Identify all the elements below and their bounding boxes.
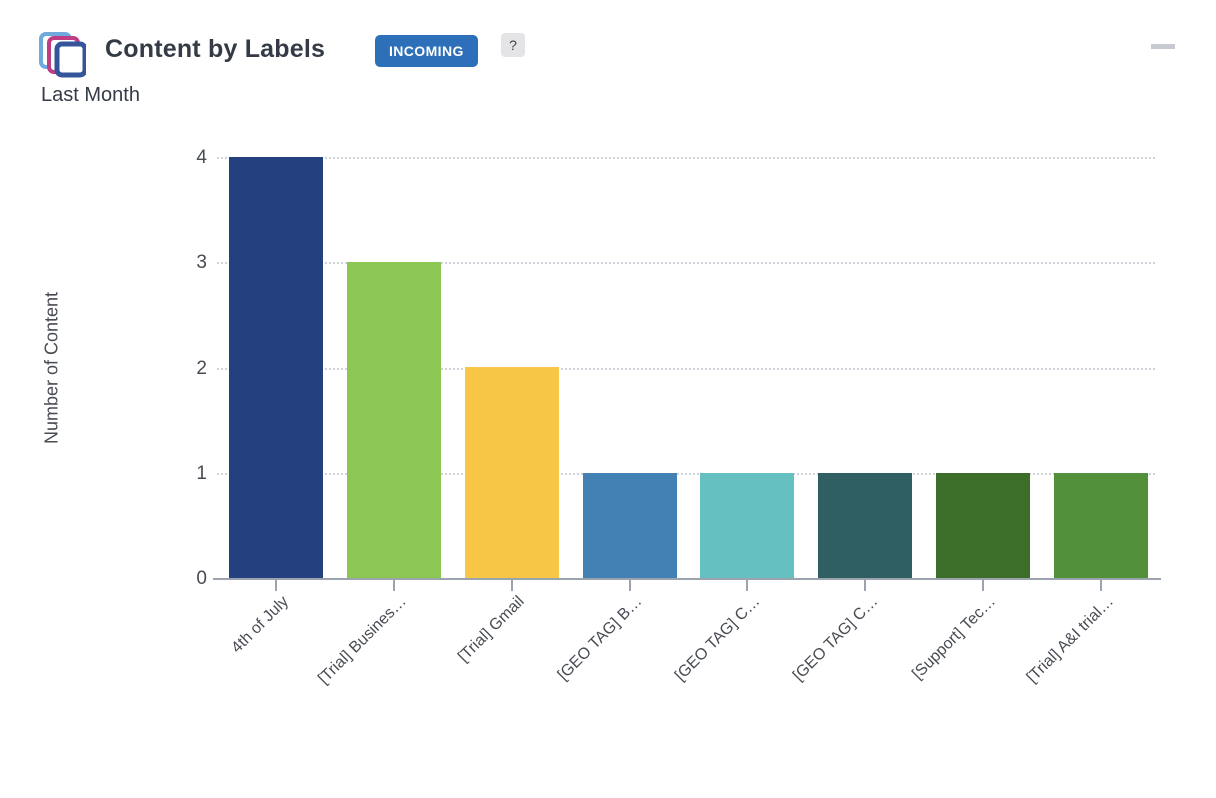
x-axis-label: [Trial] A&I trial… <box>1023 593 1118 687</box>
x-axis-tick <box>393 580 395 591</box>
y-axis-label: 3 <box>196 252 207 274</box>
bar[interactable] <box>936 473 1030 578</box>
x-axis-tick <box>275 580 277 591</box>
x-axis-label: [GEO TAG] B… <box>554 593 646 684</box>
x-axis-line <box>213 578 1161 580</box>
page-title: Content by Labels <box>105 35 326 63</box>
x-axis-tick <box>629 580 631 591</box>
bar[interactable] <box>229 157 323 578</box>
x-axis-tick <box>1100 580 1102 591</box>
x-axis-tick <box>511 580 513 591</box>
bar[interactable] <box>818 473 912 578</box>
x-axis-label: [GEO TAG] C… <box>672 593 764 685</box>
bar[interactable] <box>583 473 677 578</box>
x-axis-label: [Trial] Busines… <box>315 593 410 688</box>
gridline <box>217 157 1155 159</box>
x-axis-tick <box>746 580 748 591</box>
x-axis-label: [Trial] Gmail <box>455 593 528 666</box>
incoming-status-badge: INCOMING <box>375 35 478 67</box>
y-axis-label: 0 <box>196 568 207 589</box>
x-axis-tick <box>864 580 866 591</box>
y-axis-label: 4 <box>196 147 207 168</box>
hamburger-bar <box>1151 44 1175 49</box>
gridline <box>217 262 1155 265</box>
x-axis-label: [GEO TAG] C… <box>789 593 882 685</box>
gridline <box>217 367 1155 370</box>
x-axis-tick <box>982 580 984 591</box>
gridline <box>217 472 1155 475</box>
bar[interactable] <box>1054 473 1148 578</box>
bar[interactable] <box>465 367 559 578</box>
help-button[interactable]: ? <box>501 33 525 57</box>
x-axis-label: 4th of July <box>228 593 292 657</box>
bar[interactable] <box>700 473 794 578</box>
layered-content-icon <box>38 30 88 78</box>
date-range-subtitle: Last Month <box>41 84 140 106</box>
x-axis-label: [Support] Tec… <box>909 593 1000 683</box>
y-axis-title: Number of Content <box>41 291 62 445</box>
y-axis-label: 1 <box>196 462 207 484</box>
bar[interactable] <box>347 262 441 578</box>
y-axis-label: 2 <box>196 357 207 379</box>
